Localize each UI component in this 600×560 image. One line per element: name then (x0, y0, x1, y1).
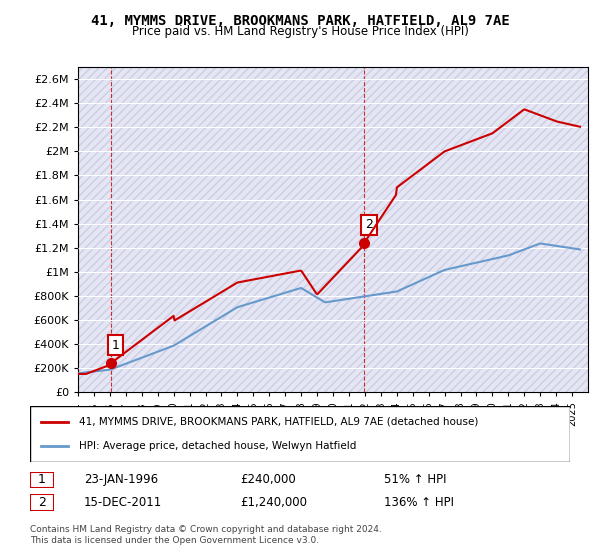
Text: 1: 1 (112, 339, 120, 352)
Text: 2: 2 (38, 496, 46, 509)
Text: 41, MYMMS DRIVE, BROOKMANS PARK, HATFIELD, AL9 7AE: 41, MYMMS DRIVE, BROOKMANS PARK, HATFIEL… (91, 14, 509, 28)
FancyBboxPatch shape (30, 406, 570, 462)
Text: 41, MYMMS DRIVE, BROOKMANS PARK, HATFIELD, AL9 7AE (detached house): 41, MYMMS DRIVE, BROOKMANS PARK, HATFIEL… (79, 417, 478, 427)
Text: 1: 1 (38, 473, 46, 487)
Text: 136% ↑ HPI: 136% ↑ HPI (384, 496, 454, 509)
FancyBboxPatch shape (30, 494, 54, 511)
Text: 23-JAN-1996: 23-JAN-1996 (84, 473, 158, 487)
FancyBboxPatch shape (30, 472, 54, 488)
Text: £240,000: £240,000 (240, 473, 296, 487)
Text: HPI: Average price, detached house, Welwyn Hatfield: HPI: Average price, detached house, Welw… (79, 441, 356, 451)
Text: Price paid vs. HM Land Registry's House Price Index (HPI): Price paid vs. HM Land Registry's House … (131, 25, 469, 38)
Text: Contains HM Land Registry data © Crown copyright and database right 2024.
This d: Contains HM Land Registry data © Crown c… (30, 525, 382, 545)
Text: £1,240,000: £1,240,000 (240, 496, 307, 509)
Text: 15-DEC-2011: 15-DEC-2011 (84, 496, 162, 509)
Text: 2: 2 (365, 218, 373, 231)
Text: 51% ↑ HPI: 51% ↑ HPI (384, 473, 446, 487)
